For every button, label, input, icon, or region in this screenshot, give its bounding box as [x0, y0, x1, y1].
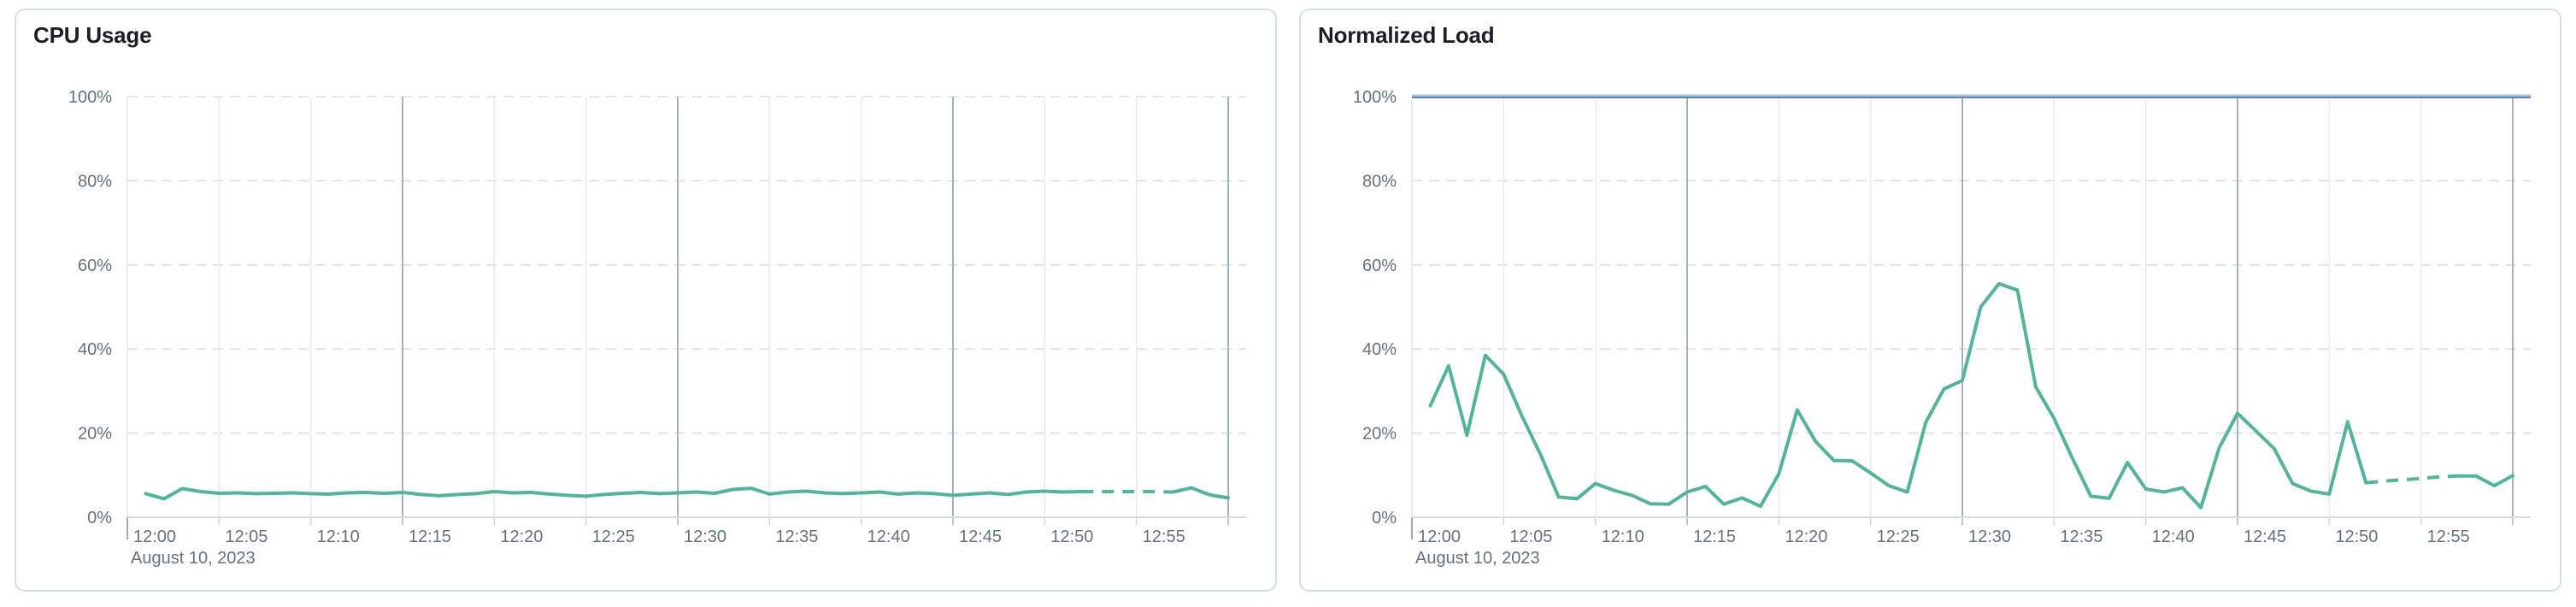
normalized-load-percent-line-solid	[1428, 281, 2368, 510]
x-axis-date-label: August 10, 2023	[1415, 549, 1540, 568]
chart-panel-cpu-usage: CPU Usage 0% 20% 40% 60% 80% 100% 12:00 12:05 12…	[15, 9, 1277, 592]
normalized-load-percent-line-dashed	[2366, 474, 2458, 485]
x-tick-label: 12:25	[592, 527, 635, 546]
x-tick-label: 12:10	[1602, 527, 1644, 546]
limit-line-100pct	[1412, 94, 2532, 98]
x-tick-label: 12:20	[500, 527, 543, 546]
x-tick-label: 12:40	[867, 527, 910, 546]
cpu-usage-percent-line-solid	[144, 486, 1084, 501]
y-tick-label: 40%	[78, 340, 112, 359]
cpu-usage-chart[interactable]: 0%20%40%60%80%100%12:00 12:05 12:10 12:15 12…	[16, 10, 1275, 590]
y-tick-label: 20%	[1362, 425, 1397, 444]
x-axis-labels: 12:00 12:05 12:10 12:15 12:20 12:25 12:30 12:35…	[1415, 527, 2470, 568]
vertical-gridlines	[1503, 97, 2514, 517]
x-axis-labels: 12:00 12:05 12:10 12:15 12:20 12:25 12:30 12:35…	[131, 527, 1185, 568]
y-tick-label: 100%	[68, 88, 112, 107]
x-tick-label: 12:00	[133, 527, 176, 546]
x-tick-label: 12:25	[1877, 527, 1920, 546]
x-tick-label: 12:55	[2427, 527, 2470, 546]
x-tick-label: 12:30	[684, 527, 726, 546]
x-tick-label: 12:10	[317, 527, 360, 546]
x-tick-label: 12:35	[2060, 527, 2103, 546]
x-tick-label: 12:50	[1050, 527, 1093, 546]
normalized-load-percent-line-tail	[2455, 474, 2514, 488]
y-tick-label: 60%	[78, 256, 112, 275]
x-tick-label: 12:00	[1418, 527, 1461, 546]
x-tick-label: 12:40	[2152, 527, 2195, 546]
y-axis-labels: 0% 20% 40% 60% 80% 100%	[1353, 88, 1397, 527]
x-tick-label: 12:45	[959, 527, 1002, 546]
normalized-load-chart[interactable]: 0%20%40%60%80%100%12:00 12:05 12:10 12:15 12…	[1301, 10, 2560, 590]
chart-panel-normalized-load: Normalized Load 0% 20% 40% 60% 80% 100% 12:00 1…	[1299, 9, 2561, 592]
chart-title-normalized-load: Normalized Load	[1318, 22, 1495, 48]
x-tick-label: 12:50	[2335, 527, 2378, 546]
y-tick-label: 0%	[87, 509, 112, 527]
horizontal-gridlines	[127, 96, 1247, 434]
x-tick-label: 12:35	[775, 527, 818, 546]
y-tick-label: 100%	[1353, 88, 1397, 107]
cpu-usage-percent-line-tail	[1171, 486, 1230, 500]
x-tick-label: 12:05	[1509, 527, 1552, 546]
x-tick-label: 12:05	[225, 527, 268, 546]
y-axis-labels: 0% 20% 40% 60% 80% 100%	[68, 88, 112, 527]
x-tick-label: 12:15	[1693, 527, 1736, 546]
y-tick-label: 80%	[1362, 172, 1397, 191]
x-tick-label: 12:15	[409, 527, 451, 546]
y-tick-label: 20%	[78, 425, 112, 444]
y-tick-label: 80%	[78, 172, 112, 191]
y-tick-label: 0%	[1372, 509, 1397, 527]
x-tick-label: 12:20	[1785, 527, 1827, 546]
horizontal-gridlines	[1412, 180, 2532, 434]
x-tick-label: 12:30	[1968, 527, 2011, 546]
x-tick-label: 12:55	[1143, 527, 1185, 546]
y-tick-label: 60%	[1362, 256, 1397, 275]
axis-tick-marks	[1411, 517, 2514, 539]
vertical-gridlines	[218, 97, 1230, 517]
x-axis-date-label: August 10, 2023	[131, 549, 256, 568]
x-tick-label: 12:45	[2244, 527, 2286, 546]
y-tick-label: 40%	[1362, 340, 1397, 359]
axis-tick-marks	[126, 517, 1229, 539]
chart-title-cpu-usage: CPU Usage	[33, 22, 152, 48]
